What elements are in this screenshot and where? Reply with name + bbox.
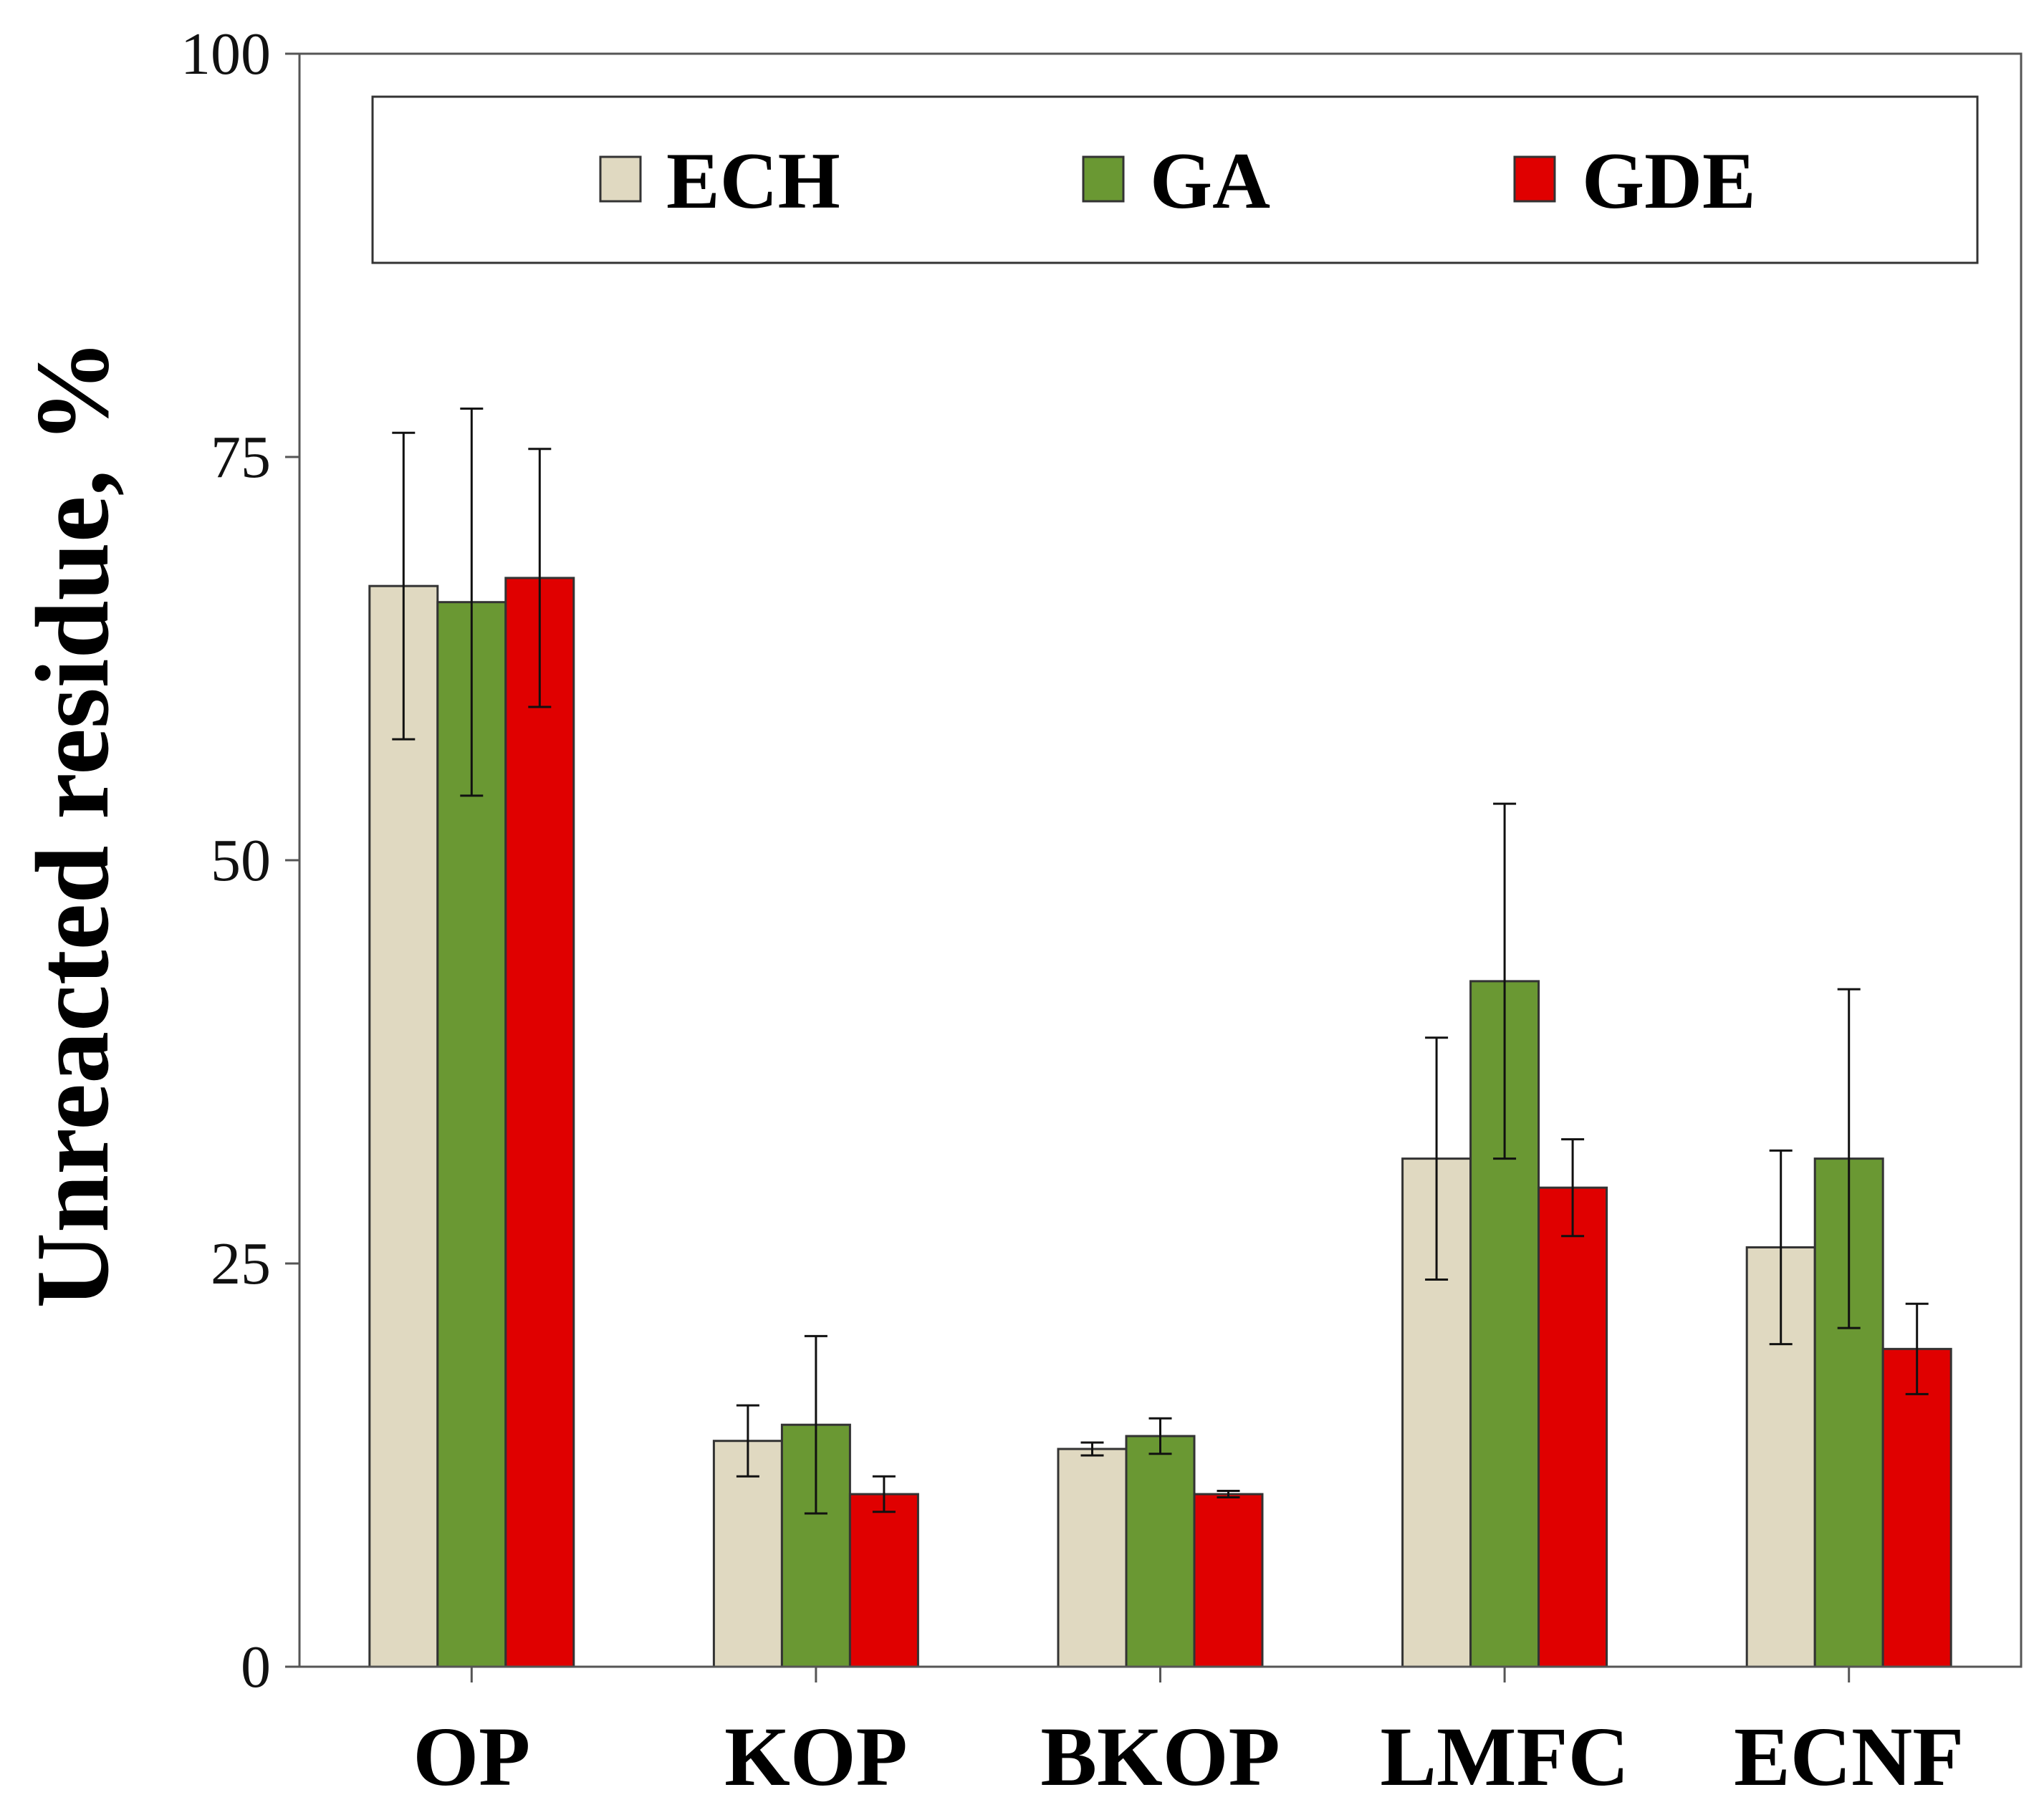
errorbars-layer (392, 407, 1929, 1515)
bar-bkop-ga (1125, 1435, 1196, 1668)
legend-swatch-gde (1513, 155, 1556, 203)
bar-bkop-ech (1057, 1448, 1128, 1668)
legend-swatch-ech (599, 155, 642, 203)
bar-kop-ech (712, 1440, 783, 1668)
legend-swatch-ga (1082, 155, 1125, 203)
y-ticks: 0 25 50 75 100 (181, 21, 299, 1700)
y-tick-label: 0 (241, 1634, 271, 1700)
x-tick-label-kop: KOP (724, 1710, 908, 1804)
y-axis-title: Unreacted residue, % (14, 339, 130, 1308)
y-tick-label: 100 (181, 21, 271, 87)
x-tick-label-op: OP (413, 1710, 530, 1804)
bars-layer (368, 577, 1952, 1668)
x-tick-label-lmfc: LMFC (1380, 1710, 1628, 1804)
bar-bkop-gde (1193, 1493, 1264, 1668)
legend-label-ga: GA (1150, 137, 1270, 226)
bar-op-ech (368, 584, 439, 1668)
y-tick-label: 75 (211, 424, 271, 491)
bar-op-gde (504, 577, 575, 1668)
bar-kop-gde (848, 1493, 919, 1668)
legend: ECH GA GDE (371, 95, 1979, 264)
legend-label-ech: ECH (666, 137, 840, 226)
bar-ecnf-gde (1881, 1347, 1952, 1668)
x-ticks: OP KOP BKOP LMFC ECNF (413, 1667, 1964, 1804)
y-tick-label: 50 (211, 827, 271, 894)
legend-label-gde: GDE (1582, 137, 1756, 226)
y-tick-label: 25 (211, 1231, 271, 1297)
x-tick-label-bkop: BKOP (1040, 1710, 1280, 1804)
x-tick-label-ecnf: ECNF (1734, 1710, 1964, 1804)
bar-lmfc-gde (1537, 1186, 1608, 1668)
